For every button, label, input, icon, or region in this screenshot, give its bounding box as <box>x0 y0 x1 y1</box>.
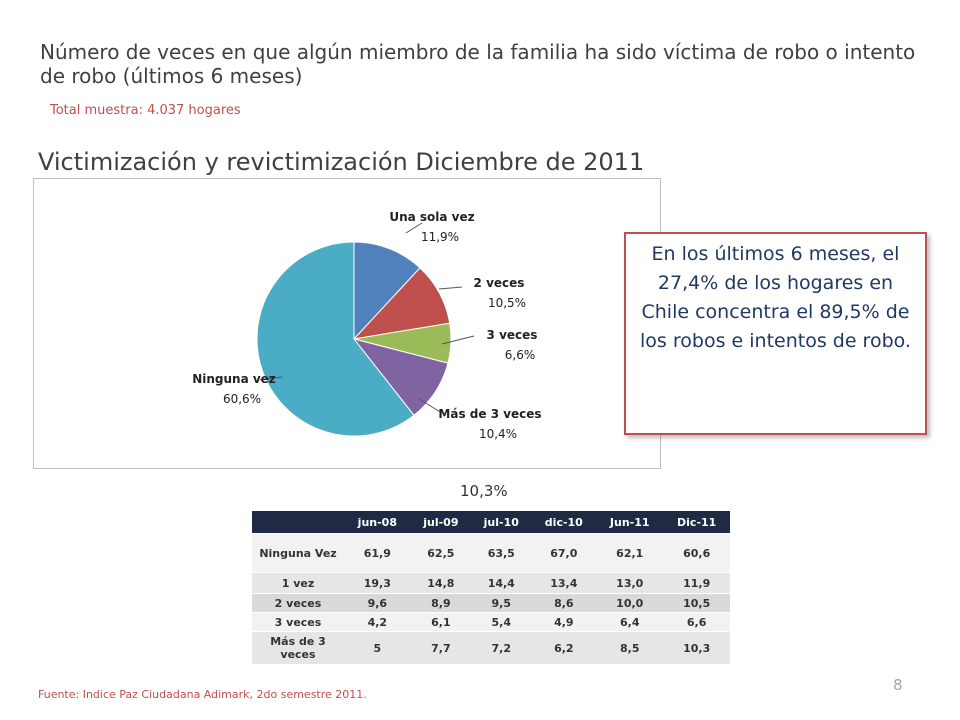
column-header: jul-10 <box>471 511 532 534</box>
slice-value-label: 10,5% <box>488 296 526 310</box>
pie-chart-container: Una sola vez 11,9% 2 veces 10,5% 3 veces 6,6%… <box>33 178 661 469</box>
victimization-table: jun-08 jul-09 jul-10 dic-10 Jun-11 Dic-1… <box>252 511 730 664</box>
table-cell: 6,2 <box>531 631 597 664</box>
row-label: Ninguna Vez <box>252 533 344 573</box>
table-cell: 10,5 <box>663 593 730 613</box>
page-number: 8 <box>893 676 903 694</box>
pie-chart: Una sola vez 11,9% 2 veces 10,5% 3 veces 6,6%… <box>192 210 541 441</box>
table-row: Ninguna Vez 61,9 62,5 63,5 67,0 62,1 60,6 <box>252 533 730 573</box>
table-cell: 62,5 <box>410 533 472 573</box>
leader-line <box>438 286 463 290</box>
table-cell: 13,0 <box>596 572 664 594</box>
table-cell: 63,5 <box>471 533 532 573</box>
table-cell: 7,7 <box>410 631 472 664</box>
slice-label: Ninguna vez <box>192 372 276 386</box>
slice-label: Una sola vez <box>389 210 474 224</box>
slice-value-label: 10,4% <box>479 427 517 441</box>
column-header: jun-08 <box>344 511 411 534</box>
column-header: dic-10 <box>531 511 597 534</box>
table-cell: 14,8 <box>410 572 472 594</box>
table-row: 3 veces 4,2 6,1 5,4 4,9 6,4 6,6 <box>252 612 730 632</box>
row-label: Más de 3 veces <box>252 631 344 664</box>
row-label: 2 veces <box>252 593 344 613</box>
table-cell: 10,3 <box>663 631 730 664</box>
table-cell: 8,5 <box>596 631 664 664</box>
table-cell: 4,9 <box>531 612 597 632</box>
table-cell: 7,2 <box>471 631 532 664</box>
source-note: Fuente: Indice Paz Ciudadana Adimark, 2d… <box>38 688 367 701</box>
row-label: 1 vez <box>252 572 344 594</box>
slice-value-label: 11,9% <box>421 230 459 244</box>
table-cell: 8,9 <box>410 593 472 613</box>
table-cell: 9,5 <box>471 593 532 613</box>
table-cell: 67,0 <box>531 533 597 573</box>
slice-value-label: 60,6% <box>223 392 261 406</box>
chart-subtitle: Victimización y revictimización Diciembr… <box>38 148 645 176</box>
table-cell: 10,0 <box>596 593 664 613</box>
leader-line <box>259 376 283 381</box>
table-cell: 6,1 <box>410 612 472 632</box>
table-cell: 11,9 <box>663 572 730 594</box>
sample-size-note: Total muestra: 4.037 hogares <box>50 103 241 118</box>
table-cell: 14,4 <box>471 572 532 594</box>
pie-slice <box>353 241 421 341</box>
row-label: 3 veces <box>252 612 344 632</box>
table-cell: 13,4 <box>531 572 597 594</box>
table-corner-cell <box>252 511 344 534</box>
column-header: Dic-11 <box>663 511 730 534</box>
table-cell: 9,6 <box>344 593 411 613</box>
table-row: 1 vez 19,3 14,8 14,4 13,4 13,0 11,9 <box>252 572 730 594</box>
table-cell: 60,6 <box>663 533 730 573</box>
pie-slice <box>256 241 415 437</box>
slice-label: Más de 3 veces <box>438 407 541 421</box>
table-cell: 6,6 <box>663 612 730 632</box>
leader-line <box>441 335 475 345</box>
table-row: Más de 3 veces 5 7,7 7,2 6,2 8,5 10,3 <box>252 631 730 664</box>
floating-value-note: 10,3% <box>460 482 508 500</box>
table-cell: 4,2 <box>344 612 411 632</box>
slide-title: Número de veces en que algún miembro de … <box>40 40 916 88</box>
table-cell: 6,4 <box>596 612 664 632</box>
column-header: jul-09 <box>410 511 472 534</box>
table-header-row: jun-08 jul-09 jul-10 dic-10 Jun-11 Dic-1… <box>252 511 730 534</box>
table-row: 2 veces 9,6 8,9 9,5 8,6 10,0 10,5 <box>252 593 730 613</box>
callout-box: En los últimos 6 meses, el 27,4% de los … <box>624 232 927 435</box>
leader-line <box>405 222 423 234</box>
leader-line <box>418 398 443 414</box>
table-cell: 62,1 <box>596 533 664 573</box>
table-cell: 8,6 <box>531 593 597 613</box>
slice-label: 2 veces <box>474 276 525 290</box>
slice-label: 3 veces <box>487 328 538 342</box>
table-cell: 19,3 <box>344 572 411 594</box>
table-cell: 5 <box>344 631 411 664</box>
table-cell: 61,9 <box>344 533 411 573</box>
column-header: Jun-11 <box>596 511 664 534</box>
table-cell: 5,4 <box>471 612 532 632</box>
slice-value-label: 6,6% <box>505 348 536 362</box>
